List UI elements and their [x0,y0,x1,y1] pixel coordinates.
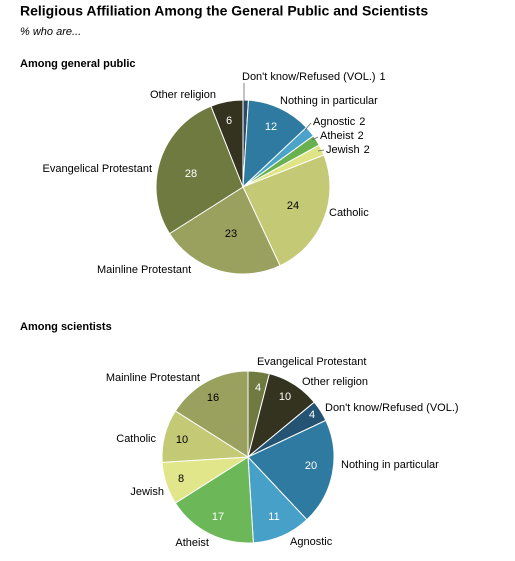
slice-label: Mainline Protestant [106,372,200,384]
category-label: Don't know/Refused (VOL.) [242,71,376,83]
value-label: 24 [287,200,299,212]
value-label: 6 [226,115,232,127]
slice-label: Agnostic 2 [313,116,365,128]
slice-label: Don't know/Refused (VOL.) 1 [242,71,386,83]
category-label: Catholic [116,433,156,445]
pie-slice [174,456,254,544]
category-label: Evangelical Protestant [257,356,366,368]
value-label: 2 [364,144,370,156]
value-label: 1 [380,71,386,83]
slice-label: Mainline Protestant [97,264,191,276]
leader-line [317,149,325,152]
slice-label: Catholic [329,207,369,219]
chart-subtitle: % who are... [20,26,81,38]
slice-label: Atheist 2 [320,130,364,142]
category-label: Evangelical Protestant [43,163,152,175]
value-label: 23 [225,228,237,240]
value-label: 28 [185,168,197,180]
slice-label: Catholic [116,433,156,445]
pie-slice [174,370,249,458]
category-label: Mainline Protestant [97,264,191,276]
category-label: Other religion [150,89,216,101]
category-label: Catholic [329,207,369,219]
value-label: 10 [279,391,291,403]
value-label: 10 [176,434,188,446]
category-label: Mainline Protestant [106,372,200,384]
value-label: 2 [359,116,365,128]
slice-label: Other religion [150,89,216,101]
value-label: 4 [255,382,261,394]
category-label: Atheist [320,130,354,142]
pie-slice [247,419,335,521]
category-label: Nothing in particular [280,95,378,107]
slice-label: Don't know/Refused (VOL.) [325,402,459,414]
slice-label: Agnostic [290,536,333,548]
value-label: 12 [265,121,277,133]
pie-slice [155,105,244,235]
value-label: 2 [358,130,364,142]
category-label: Jewish [326,144,360,156]
slice-label: Evangelical Protestant [43,163,152,175]
pie-slice [242,154,331,267]
value-label: 20 [305,460,317,472]
category-label: Atheist [175,537,209,549]
value-label: 17 [212,511,224,523]
category-label: Jewish [130,486,164,498]
category-label: Nothing in particular [341,459,439,471]
value-label: 4 [309,409,315,421]
section-title: Among general public [20,58,136,70]
pie-slice [210,99,244,188]
category-label: Other religion [302,376,368,388]
slice-label: Jewish 2 [326,144,370,156]
section-title: Among scientists [20,321,112,333]
chart-title: Religious Affiliation Among the General … [20,3,428,19]
pie-slice [242,99,308,189]
value-label: 8 [178,473,184,485]
slice-label: Other religion [302,376,368,388]
leader-line [311,136,319,141]
slice-label: Nothing in particular [280,95,378,107]
slice-label: Evangelical Protestant [257,356,366,368]
slice-label: Nothing in particular [341,459,439,471]
value-label: 11 [268,511,279,523]
category-label: Don't know/Refused (VOL.) [325,402,459,414]
slice-label: Jewish [130,486,164,498]
category-label: Agnostic [313,116,356,128]
value-label: 16 [207,392,219,404]
category-label: Agnostic [290,536,333,548]
leader-line [304,122,312,131]
pie-slice [168,186,281,275]
slice-label: Atheist [175,537,209,549]
